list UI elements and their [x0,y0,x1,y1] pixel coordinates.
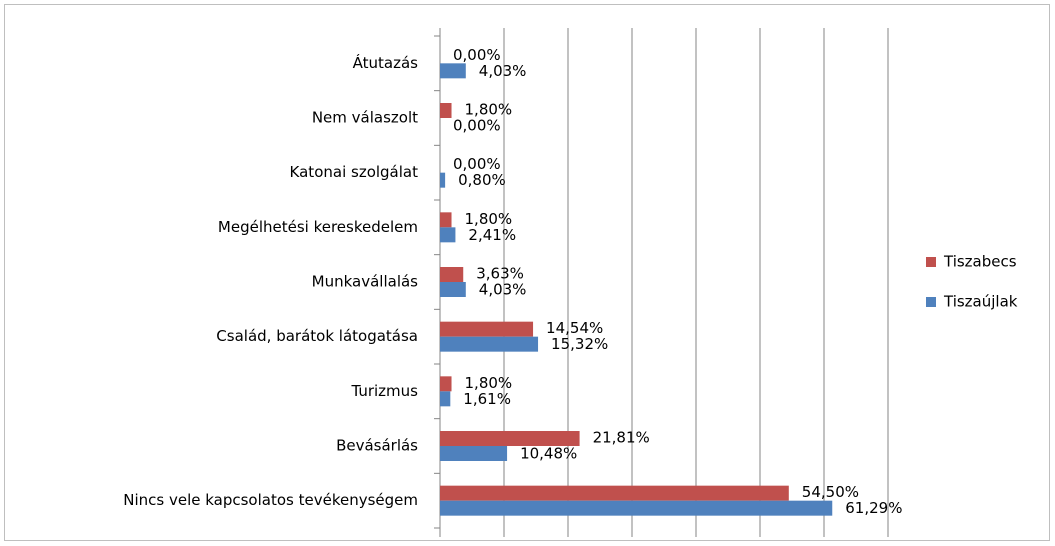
value-label: 10,48% [520,445,577,463]
legend-swatch [926,257,936,267]
bar [440,485,789,501]
bar [440,336,539,352]
value-label: 1,61% [463,390,511,408]
value-label: 1,80% [465,374,513,392]
bar [440,63,466,79]
value-label: 15,32% [551,335,608,353]
value-label: 1,80% [465,101,513,119]
category-label: Átutazás [353,53,419,72]
legend-label: Tiszabecs [943,253,1017,271]
category-label: Megélhetési kereskedelem [218,218,418,236]
value-label: 0,80% [458,171,506,189]
bar [440,172,446,188]
bar [440,446,508,461]
value-label: 14,54% [546,319,603,337]
bar [440,376,452,392]
value-label: 0,00% [453,155,501,173]
value-label: 61,29% [845,499,902,517]
bar [440,500,833,516]
bar [440,391,451,407]
category-label: Nem válaszolt [312,109,418,127]
bar [440,227,456,243]
legend-swatch [926,297,936,307]
value-label: 1,80% [465,210,513,228]
category-label: Bevásárlás [336,437,418,455]
bar [440,103,452,118]
chart-border [4,4,1050,541]
category-label: Katonai szolgálat [290,163,419,181]
bar [440,282,466,297]
category-label: Turizmus [350,382,418,400]
value-label: 0,00% [453,117,501,135]
bar [440,267,464,282]
value-label: 54,50% [802,483,859,501]
value-label: 2,41% [468,226,516,244]
legend-label: Tiszaújlak [943,293,1018,311]
value-label: 21,81% [593,429,650,447]
category-label: Munkavállalás [312,273,419,291]
value-label: 4,03% [479,62,527,80]
bar [440,321,534,337]
category-label: Család, barátok látogatása [216,327,418,345]
category-label: Nincs vele kapcsolatos tevékenységem [123,491,418,509]
value-label: 0,00% [453,46,501,64]
value-label: 4,03% [479,281,527,299]
bar [440,212,452,228]
value-label: 3,63% [476,265,524,283]
bar [440,431,580,446]
